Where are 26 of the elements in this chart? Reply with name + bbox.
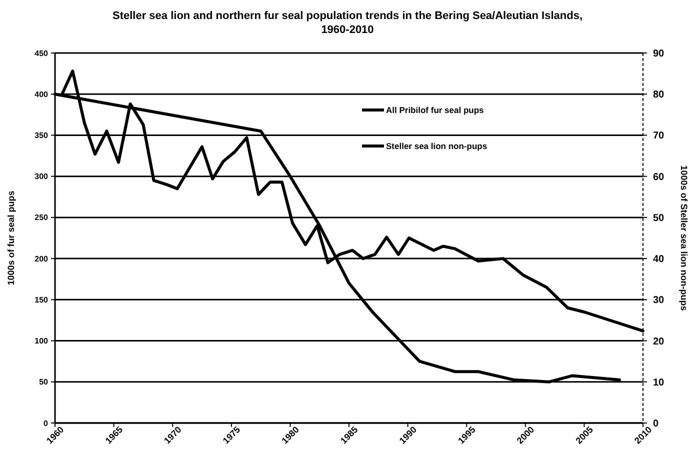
y-tick-label: 150 (34, 295, 49, 304)
y-tick-label: 450 (34, 48, 49, 58)
y-tick-label: 0 (44, 418, 49, 428)
y2-axis-title: 1000s of Steller sea lion non-pups (679, 165, 689, 311)
y-tick-label: 350 (34, 131, 49, 140)
y2-tick-label: 80 (653, 90, 665, 101)
y-tick-label: 200 (34, 254, 49, 264)
chart-title: Steller sea lion and northern fur seal population trends in the Bering Sea/Aleutian Islands, (112, 10, 583, 22)
y-tick-label: 400 (34, 90, 49, 99)
y-tick-label: 100 (34, 336, 49, 346)
y-tick-label: 250 (34, 213, 49, 222)
y2-tick-label: 30 (653, 295, 665, 306)
y-tick-label: 300 (34, 172, 49, 182)
y2-tick-label: 70 (653, 130, 665, 142)
y2-tick-label: 40 (653, 254, 665, 266)
y2-tick-label: 20 (653, 336, 665, 348)
y2-tick-label: 0 (653, 418, 659, 430)
chart-subtitle: 1960-2010 (321, 24, 374, 36)
y-axis-title: 1000s of fur seal pups (6, 190, 16, 286)
y2-tick-label: 50 (653, 212, 665, 224)
y-tick-label: 50 (39, 378, 49, 387)
y2-tick-label: 90 (653, 48, 665, 60)
legend-label: All Pribilof fur seal pups (386, 104, 484, 115)
y2-tick-label: 60 (653, 172, 665, 183)
legend-label: Steller sea lion non-pups (386, 140, 488, 151)
y2-tick-label: 10 (653, 377, 665, 388)
